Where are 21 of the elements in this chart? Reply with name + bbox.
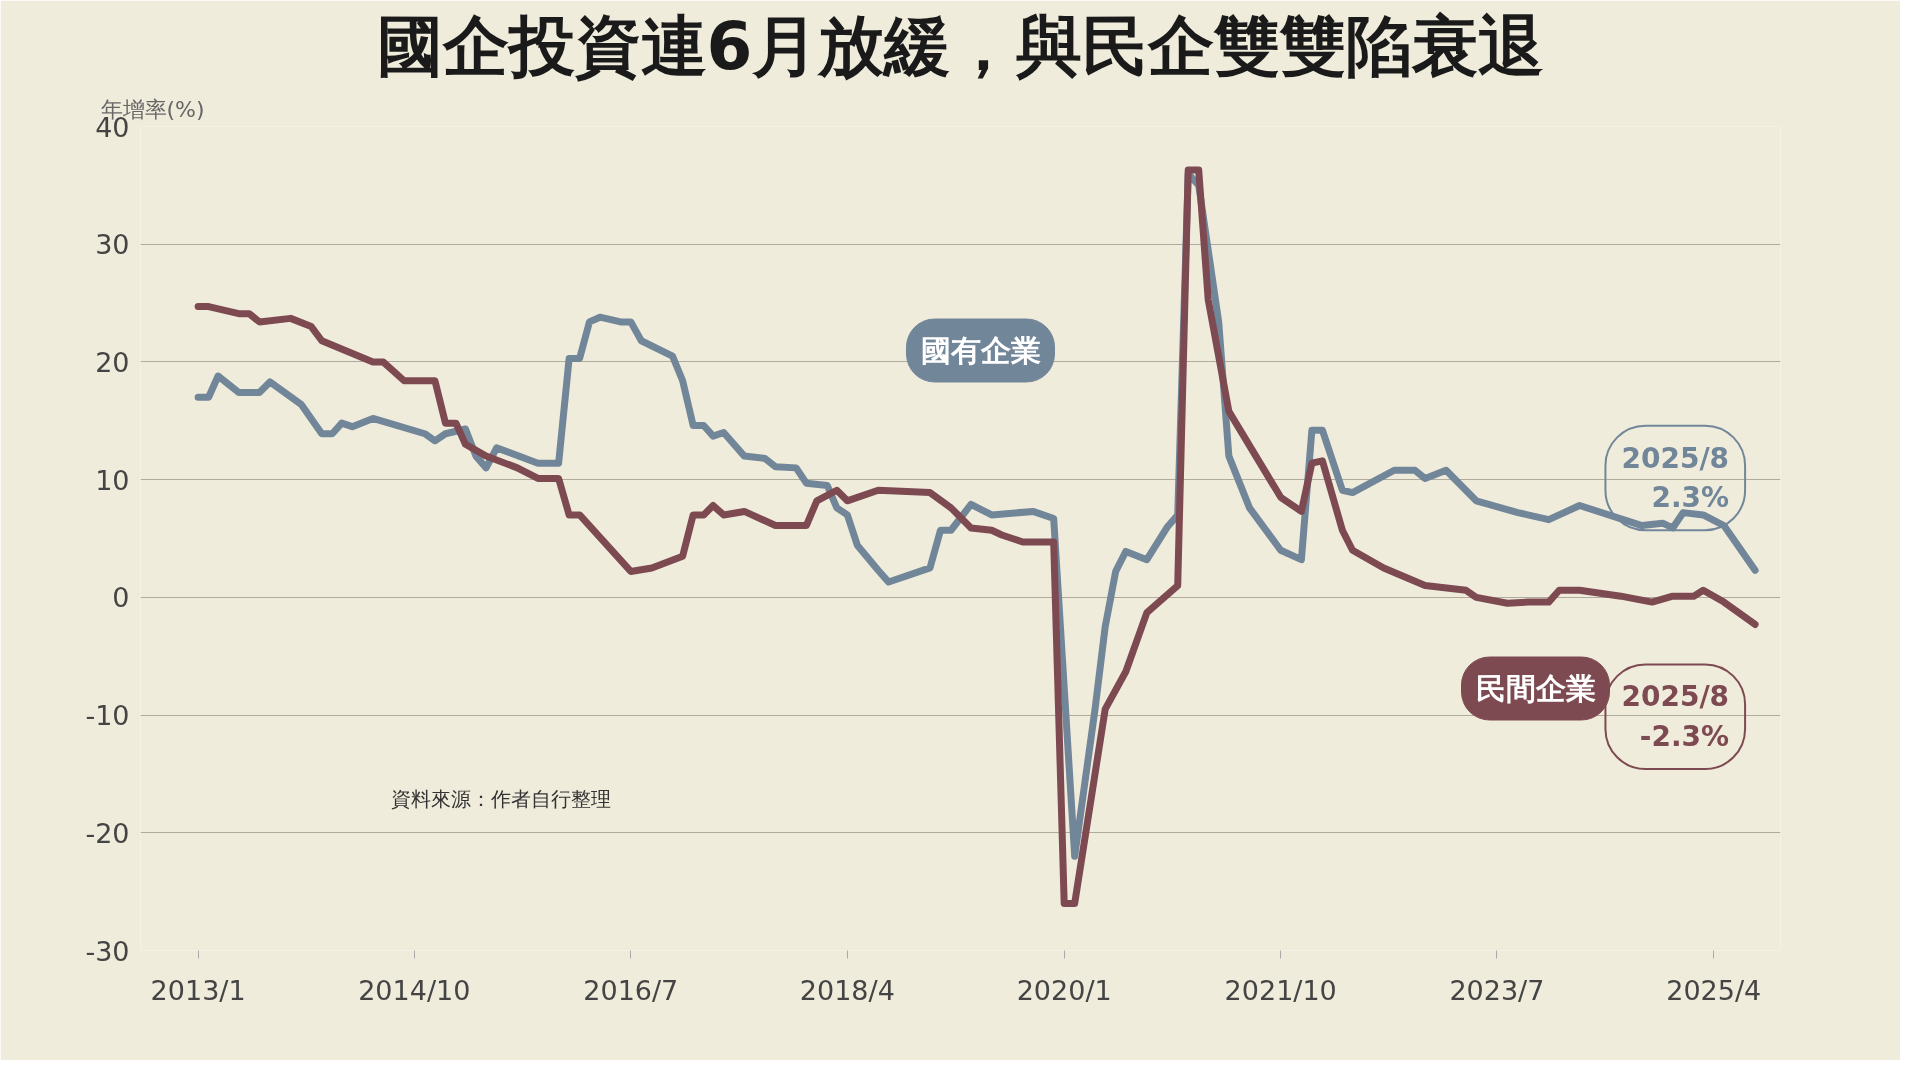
x-tick-label: 2023/7	[1449, 974, 1545, 1006]
annotation: 資料來源：作者自行整理	[390, 786, 611, 811]
x-tick-label: 2021/10	[1224, 974, 1337, 1006]
x-tick-label: 2018/4	[799, 974, 895, 1006]
x-tick-label: 2014/10	[358, 974, 471, 1006]
y-tick-label: -30	[85, 935, 130, 967]
y-tick-label: -10	[85, 700, 130, 732]
y-tick-label: 30	[95, 229, 130, 261]
annotation: 2025/8 -2.3%	[1621, 680, 1730, 754]
annotation: 2025/8 2.3%	[1621, 441, 1730, 515]
y-tick-label: -20	[85, 817, 130, 849]
x-tick-label: 2020/1	[1016, 974, 1112, 1006]
text: 國有企業	[920, 333, 1041, 368]
x-tick-label: 2016/7	[583, 974, 679, 1006]
text: 民間企業	[1475, 671, 1596, 706]
x-tick-label: 2013/1	[150, 974, 246, 1006]
y-tick-label: 10	[95, 464, 130, 496]
y-tick-label: 20	[95, 346, 130, 378]
x-tick-label: 2025/4	[1666, 974, 1762, 1006]
y-tick-label: 0	[112, 582, 130, 614]
chart-title: 國企投資連6月放緩，與民企雙雙陷衰退	[376, 7, 1545, 85]
